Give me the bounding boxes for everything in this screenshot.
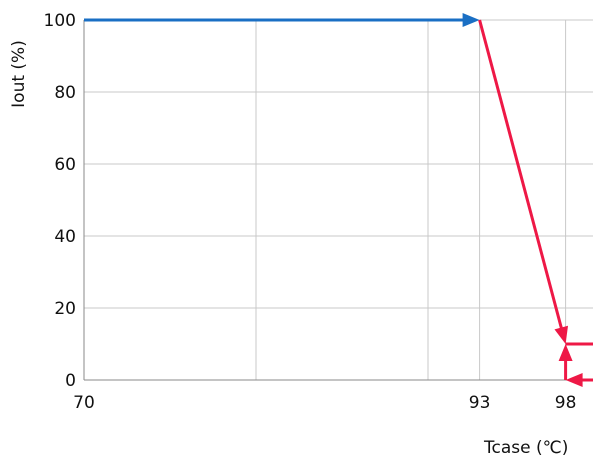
x-tick-label: 93	[469, 393, 491, 413]
arrowhead	[462, 13, 480, 27]
y-tick-label: 80	[54, 83, 76, 103]
x-tick-label: 70	[73, 393, 95, 413]
axes	[83, 20, 593, 381]
y-tick-label: 0	[65, 371, 76, 391]
y-tick-label: 20	[54, 299, 76, 319]
y-axis-label: Iout (%)	[9, 40, 29, 108]
arrowhead	[558, 344, 573, 361]
x-axis-label: Tcase (℃)	[483, 438, 568, 458]
arrowhead	[565, 373, 583, 387]
y-tick-labels: 0 20 40 60 80 100	[44, 11, 76, 391]
arrowhead	[554, 325, 569, 344]
x-tick-labels: 70 93 98	[73, 393, 576, 413]
series-lines	[84, 13, 593, 387]
y-tick-label: 100	[44, 11, 76, 31]
grid	[84, 19, 593, 380]
series-line	[478, 19, 564, 332]
x-tick-label: 98	[555, 393, 577, 413]
y-tick-label: 60	[54, 155, 76, 175]
y-tick-label: 40	[54, 227, 76, 247]
